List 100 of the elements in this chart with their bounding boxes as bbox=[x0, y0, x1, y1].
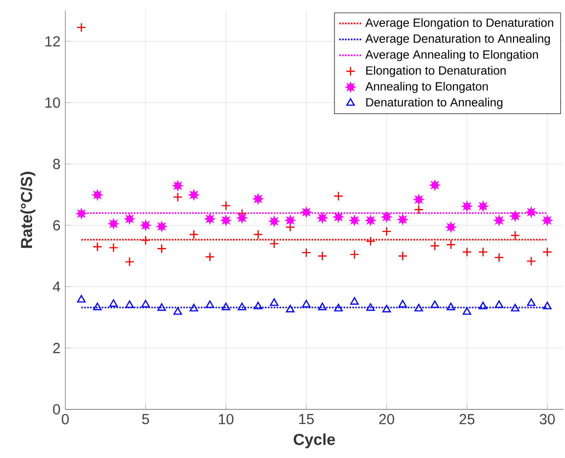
point bbox=[92, 190, 102, 200]
point bbox=[543, 302, 552, 310]
point bbox=[462, 307, 472, 315]
point bbox=[398, 251, 408, 261]
x-tick-label: 20 bbox=[379, 414, 394, 424]
point bbox=[334, 191, 344, 201]
point bbox=[398, 300, 407, 308]
point bbox=[238, 302, 246, 310]
point bbox=[93, 302, 102, 310]
point bbox=[77, 294, 86, 303]
point bbox=[188, 190, 199, 200]
y-tick-label: 12 bbox=[45, 36, 60, 46]
point bbox=[334, 304, 343, 312]
legend-label: Average Denaturation to Annealing bbox=[365, 34, 550, 46]
point bbox=[366, 236, 376, 246]
point bbox=[510, 230, 520, 240]
x-tick-label: 10 bbox=[218, 414, 234, 424]
point bbox=[141, 300, 150, 308]
point bbox=[92, 242, 102, 252]
point bbox=[430, 241, 440, 251]
y-tick-label: 6 bbox=[53, 220, 60, 230]
y-axis-title: Rate(°C/S) bbox=[20, 172, 36, 248]
x-tick-label: 15 bbox=[299, 414, 314, 424]
point bbox=[172, 192, 183, 202]
point bbox=[254, 302, 262, 310]
point bbox=[206, 300, 214, 308]
point bbox=[188, 230, 199, 240]
point bbox=[526, 207, 536, 217]
legend-label: Average Annealing to Elongation bbox=[365, 50, 538, 62]
point bbox=[478, 201, 488, 212]
point bbox=[430, 180, 440, 190]
y-tick-label: 0 bbox=[53, 404, 60, 414]
point bbox=[526, 256, 536, 266]
point bbox=[253, 194, 263, 204]
point bbox=[222, 302, 230, 310]
point bbox=[156, 244, 167, 254]
point bbox=[350, 216, 360, 226]
point bbox=[285, 216, 296, 226]
point bbox=[382, 212, 392, 222]
point bbox=[173, 307, 182, 315]
point bbox=[302, 300, 311, 308]
y-tick-label: 4 bbox=[52, 282, 60, 292]
point bbox=[270, 298, 278, 306]
point bbox=[334, 212, 344, 222]
point bbox=[446, 302, 456, 310]
point bbox=[446, 240, 456, 250]
point bbox=[510, 211, 520, 221]
legend-label: Elongation to Denaturation bbox=[366, 66, 506, 78]
point bbox=[462, 201, 472, 212]
y-tick-label: 2 bbox=[53, 342, 60, 354]
point bbox=[253, 230, 263, 240]
point bbox=[462, 247, 472, 257]
point bbox=[366, 216, 376, 226]
point bbox=[478, 302, 488, 310]
point bbox=[140, 235, 150, 246]
point bbox=[366, 303, 375, 311]
point bbox=[125, 300, 134, 308]
point bbox=[221, 200, 231, 210]
point bbox=[542, 247, 552, 257]
x-tick-label: 5 bbox=[142, 414, 150, 424]
point bbox=[430, 300, 440, 308]
point bbox=[157, 303, 166, 311]
point bbox=[382, 304, 391, 312]
point bbox=[237, 213, 247, 223]
point bbox=[526, 298, 536, 306]
point bbox=[156, 222, 167, 232]
point bbox=[382, 226, 392, 236]
point bbox=[108, 242, 118, 253]
point bbox=[414, 194, 424, 204]
point bbox=[494, 300, 504, 308]
point bbox=[124, 214, 134, 224]
point bbox=[221, 216, 231, 226]
point bbox=[318, 302, 327, 310]
point bbox=[398, 214, 408, 224]
point bbox=[172, 180, 183, 191]
point bbox=[446, 222, 456, 232]
point bbox=[318, 213, 328, 223]
x-tick-label: 0 bbox=[62, 414, 69, 424]
point bbox=[108, 218, 118, 229]
point bbox=[76, 208, 86, 218]
point bbox=[109, 299, 118, 307]
x-tick-label: 30 bbox=[540, 414, 555, 424]
legend-label: Average Elongation to Denaturation bbox=[365, 18, 554, 30]
legend-label: Annealing to Elongaton bbox=[365, 82, 488, 93]
legend-label: Denaturation to Annealing bbox=[366, 98, 502, 109]
point bbox=[478, 247, 488, 257]
point bbox=[301, 207, 312, 217]
x-axis-title: Cycle bbox=[294, 433, 335, 448]
point bbox=[286, 304, 294, 312]
point bbox=[318, 251, 328, 261]
point bbox=[124, 256, 134, 267]
point bbox=[205, 214, 215, 224]
y-tick-label: 10 bbox=[45, 97, 60, 108]
x-tick-label: 25 bbox=[460, 414, 474, 424]
point bbox=[350, 297, 359, 305]
point bbox=[301, 248, 312, 258]
point bbox=[190, 304, 198, 312]
point bbox=[494, 216, 504, 226]
point bbox=[140, 220, 150, 230]
y-tick-label: 8 bbox=[53, 158, 60, 170]
